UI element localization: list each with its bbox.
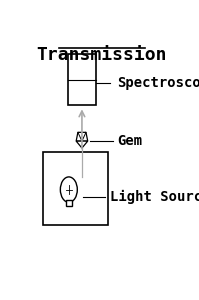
Text: Spectroscope: Spectroscope [117,76,199,90]
Text: Gem: Gem [117,134,142,148]
Bar [68,55,96,105]
Bar [43,152,108,225]
Circle shape [60,177,77,202]
Text: Transmission: Transmission [37,46,167,64]
Bar [66,200,71,206]
Polygon shape [76,132,88,141]
Text: Light Source: Light Source [110,190,199,204]
Polygon shape [76,141,88,148]
